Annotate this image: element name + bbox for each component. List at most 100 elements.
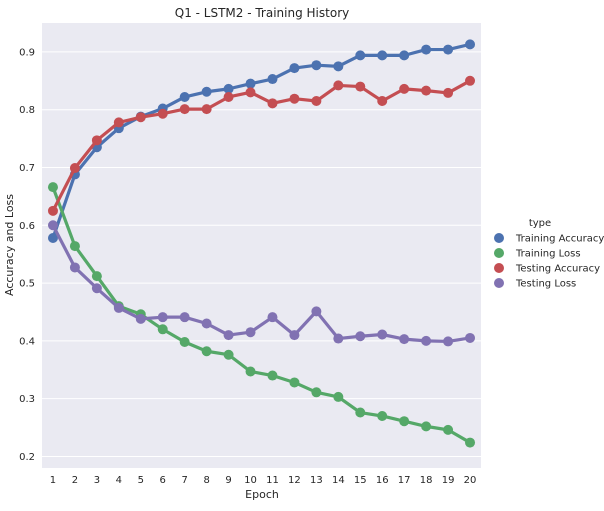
data-point [311,60,322,71]
data-point [179,104,190,115]
data-point [113,302,124,313]
data-point [157,324,168,335]
x-tick-label: 7 [181,475,187,486]
data-point [69,262,80,273]
data-point [47,232,58,243]
data-point [465,332,476,343]
legend-marker [494,278,504,288]
data-point [201,104,212,115]
series-group [47,220,476,347]
data-point [399,416,410,427]
data-point [289,377,300,388]
data-point [201,346,212,357]
data-point [421,335,432,346]
x-tick-label: 20 [464,475,477,486]
data-point [289,93,300,104]
data-point [201,86,212,97]
data-point [289,63,300,74]
data-point [223,349,234,360]
data-point [289,330,300,341]
data-point [355,331,366,342]
x-tick-label: 8 [203,475,209,486]
data-point [223,83,234,94]
data-point [377,410,388,421]
data-point [443,336,454,347]
x-tick-label: 4 [116,475,122,486]
data-point [47,205,58,216]
series-group [47,39,476,243]
data-point [245,78,256,89]
data-point [333,333,344,344]
x-tick-label: 17 [398,475,411,486]
y-tick-label: 0.2 [19,452,35,463]
y-tick-label: 0.3 [19,394,35,405]
x-tick-label: 5 [138,475,144,486]
x-tick-label: 13 [310,475,323,486]
legend-label: Testing Loss [515,279,576,290]
data-point [91,135,102,146]
x-axis-title: Epoch [245,488,279,501]
x-tick-label: 15 [354,475,367,486]
data-point [443,44,454,55]
chart-title: Q1 - LSTM2 - Training History [175,6,349,20]
x-tick-label: 10 [244,475,257,486]
x-tick-label: 11 [266,475,279,486]
x-tick-label: 3 [94,475,100,486]
x-axis-ticks: 1 2 3 4 5 6 7 8 9 10 11 12 13 14 15 16 17 18 19 20 [50,475,477,486]
y-tick-label: 0.8 [19,105,35,116]
y-tick-label: 0.6 [19,221,35,232]
data-point [333,80,344,91]
data-point [113,117,124,128]
legend-items: Training Accuracy Training Loss Testing Ac… [494,233,604,290]
data-point [399,83,410,94]
data-point [421,421,432,432]
data-point [465,39,476,50]
legend-label: Testing Accuracy [515,264,600,275]
data-point [465,437,476,448]
legend-marker [494,248,504,258]
data-point [311,387,322,398]
data-point [421,44,432,55]
x-tick-label: 19 [442,475,455,486]
x-tick-label: 14 [332,475,345,486]
legend-label: Training Loss [515,249,581,260]
legend-marker [494,263,504,273]
y-tick-label: 0.9 [19,47,35,58]
y-tick-label: 0.4 [19,336,35,347]
data-point [201,318,212,329]
data-point [399,334,410,345]
data-point [333,391,344,402]
data-point [311,306,322,317]
y-axis-title: Accuracy and Loss [3,194,16,296]
data-point [157,312,168,323]
data-point [333,61,344,72]
data-point [355,81,366,92]
data-point [47,220,58,231]
y-tick-label: 0.5 [19,279,35,290]
y-axis-ticks: 0.2 0.3 0.4 0.5 0.6 0.7 0.8 0.9 [19,47,35,463]
data-point [267,312,278,323]
series-group [47,75,476,216]
x-tick-label: 2 [72,475,78,486]
data-point [355,50,366,61]
data-point [377,329,388,340]
x-tick-label: 1 [50,475,56,486]
x-tick-label: 12 [288,475,301,486]
data-point [69,163,80,174]
grid-lines [42,51,481,457]
data-point [267,370,278,381]
data-point [223,91,234,102]
data-point [91,283,102,294]
x-tick-label: 18 [420,475,433,486]
data-point [91,271,102,282]
legend-title: type [529,218,551,229]
legend-label: Training Accuracy [515,234,604,245]
data-point [311,96,322,107]
x-tick-label: 16 [376,475,389,486]
data-point [135,313,146,324]
data-point [443,424,454,435]
data-point [245,327,256,338]
legend-marker [494,233,504,243]
